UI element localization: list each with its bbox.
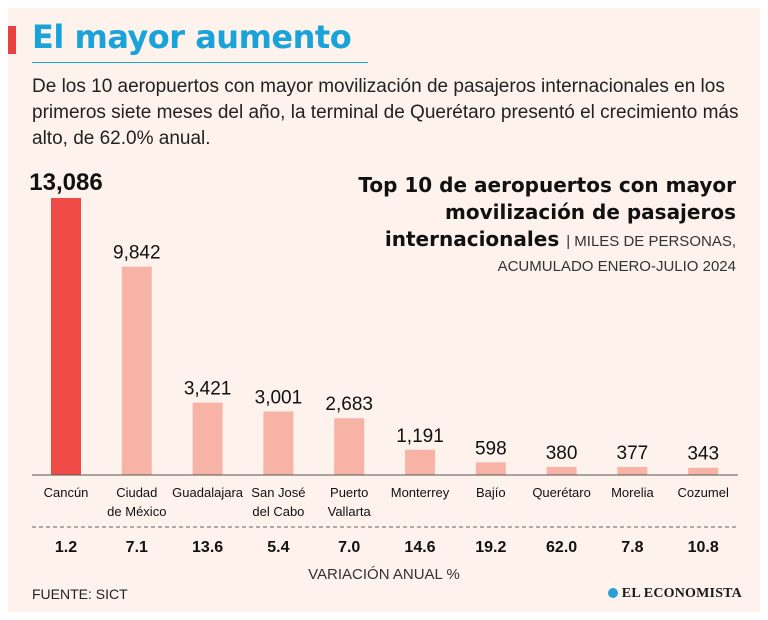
chart-unit-text: MILES DE PERSONAS, [574,233,736,250]
category-label: de México [107,504,166,519]
variation-value: 7.1 [126,539,148,556]
brand-name: EL ECONOMISTA [621,586,742,601]
bar-value-label: 3,001 [255,387,303,408]
chart-title-block: Top 10 de aeropuertos con mayor moviliza… [316,172,736,279]
bar [688,467,719,475]
category-label: Guadalajara [172,485,244,500]
variation-value: 13.6 [192,539,223,556]
bar [192,402,223,475]
source-note: FUENTE: SICT [32,586,128,602]
page-title: El mayor aumento [32,18,352,56]
variation-value: 19.2 [475,539,506,556]
brand-logo: EL ECONOMISTA [607,586,742,602]
bar [51,198,81,475]
bar [617,467,648,475]
category-label: Bajío [476,485,506,500]
variation-value: 14.6 [404,539,435,556]
bar-value-label: 1,191 [396,426,444,447]
bar-value-label: 13,086 [29,169,102,196]
category-label: Morelia [611,485,654,500]
variation-value: 62.0 [546,539,577,556]
title-accent-bar [8,26,16,54]
category-label: del Cabo [252,504,304,519]
bar-value-label: 343 [687,444,719,465]
category-label: Cozumel [678,485,729,500]
chart-period: ACUMULADO ENERO-JULIO 2024 [497,258,736,275]
variation-axis-label: VARIACIÓN ANUAL % [308,566,460,583]
category-label: Puerto [330,485,368,500]
bar-value-label: 377 [617,443,649,464]
subtitle: De los 10 aeropuertos con mayor moviliza… [32,76,739,149]
bar [334,418,365,475]
bar-value-label: 9,842 [113,243,161,264]
bar-value-label: 3,421 [184,379,232,400]
category-label: Ciudad [116,485,157,500]
variation-value: 7.8 [621,539,643,556]
chart-title: Top 10 de aeropuertos con mayor moviliza… [358,173,736,251]
chart-unit: | MILES DE PERSONAS, [566,233,736,250]
category-label: San José [251,485,305,500]
variation-value: 5.4 [267,539,289,556]
bar [405,449,435,475]
title-underline [32,62,368,63]
bar [475,462,506,475]
bar-value-label: 380 [546,443,578,464]
bar [546,466,577,475]
variation-value: 7.0 [338,539,360,556]
brand-dot-icon [607,588,618,598]
category-label: Cancún [44,485,89,500]
variation-value: 10.8 [688,539,719,556]
category-label: Vallarta [328,504,372,519]
category-label: Monterrey [391,485,450,500]
bar [263,411,294,475]
bar-value-label: 2,683 [325,394,373,415]
bar-value-label: 598 [475,438,507,459]
category-label: Querétaro [532,485,591,500]
variation-value: 1.2 [55,539,77,556]
bar [121,266,152,475]
